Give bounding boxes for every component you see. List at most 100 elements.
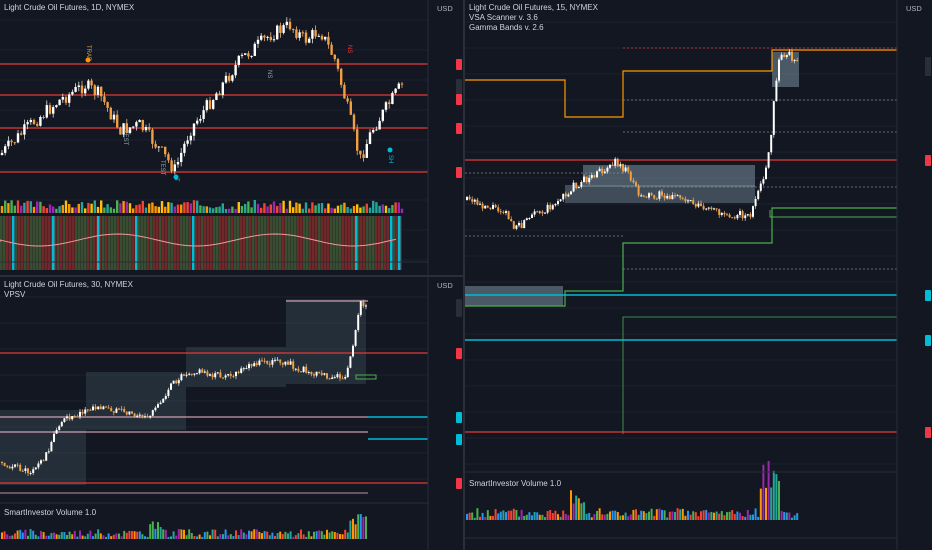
- candle: [132, 126, 135, 128]
- volume-bar: [42, 532, 45, 539]
- candle: [331, 377, 334, 380]
- oscillator-bar: [306, 216, 309, 270]
- volume-bar: [479, 516, 481, 520]
- volume-bar: [796, 513, 799, 520]
- candle: [679, 195, 682, 198]
- oscillator-bar: [216, 216, 219, 270]
- previous-day-low: [622, 316, 897, 434]
- y-axis-unit: USD: [437, 4, 453, 13]
- candle: [564, 193, 567, 197]
- candle: [577, 186, 580, 188]
- candle: [354, 330, 357, 346]
- candle: [289, 361, 292, 365]
- candle: [58, 426, 61, 430]
- candle: [481, 203, 484, 209]
- candle: [285, 21, 288, 26]
- candle: [684, 198, 687, 202]
- candle: [648, 193, 650, 198]
- pane-divider-horizontal[interactable]: [0, 275, 463, 277]
- candle: [186, 140, 189, 144]
- candle: [593, 175, 596, 178]
- candle: [330, 44, 333, 55]
- candle: [29, 119, 32, 123]
- volume-bar: [244, 203, 247, 213]
- candle: [663, 195, 666, 199]
- indicator-vsa-label[interactable]: VSA Scanner v. 3.6: [469, 13, 538, 22]
- candle: [616, 158, 619, 167]
- volume-bar: [531, 515, 533, 520]
- candle: [333, 377, 336, 379]
- oscillator-bar: [240, 216, 243, 270]
- oscillator-bar: [21, 216, 24, 270]
- 15min-chart-canvas[interactable]: [465, 0, 932, 550]
- candle: [525, 218, 528, 221]
- candle: [562, 193, 565, 200]
- oscillator-bar: [270, 216, 273, 270]
- volume-bar: [250, 207, 253, 213]
- volume-bar: [575, 495, 578, 520]
- candle: [394, 88, 397, 93]
- oscillator-bar: [75, 216, 78, 270]
- volume-bar: [762, 464, 765, 520]
- volume-bar: [112, 208, 116, 213]
- candle: [268, 363, 271, 365]
- candle: [109, 107, 112, 120]
- volume-bar: [177, 529, 180, 539]
- volume-bar: [346, 532, 349, 539]
- volume-bar: [242, 532, 245, 539]
- oscillator-bar: [312, 216, 315, 270]
- candle: [362, 154, 365, 158]
- candle: [343, 84, 346, 99]
- volume-bar: [232, 536, 235, 539]
- candle: [318, 371, 321, 373]
- oscillator-bar: [279, 216, 282, 270]
- oscillator-bar: [33, 216, 36, 270]
- 30min-chart-canvas[interactable]: [0, 277, 463, 550]
- chart-pane-15min[interactable]: Light Crude Oil Futures, 15, NYMEX VSA S…: [465, 0, 932, 550]
- candle: [63, 418, 66, 422]
- volume-bar: [344, 529, 347, 539]
- oscillator-bar: [78, 216, 81, 270]
- candle: [71, 91, 74, 95]
- volume-bar: [343, 202, 346, 213]
- candle: [228, 75, 231, 81]
- candle: [710, 207, 713, 210]
- candle: [240, 54, 244, 56]
- candle: [106, 102, 109, 108]
- candle: [183, 374, 185, 376]
- volume-bar: [601, 514, 604, 520]
- oscillator-bar: [102, 216, 105, 270]
- volume-bar: [60, 532, 63, 539]
- volume-bar: [736, 511, 739, 520]
- oscillator-bar: [147, 216, 150, 270]
- candle: [549, 204, 552, 210]
- price-tag: [456, 306, 462, 317]
- volume-bar: [157, 206, 160, 213]
- y-axis-unit: USD: [906, 4, 922, 13]
- chart-pane-daily[interactable]: TRAP TEST TEST T NS SH NS Light Crude Oil Futu…: [0, 0, 463, 275]
- oscillator-bar: [372, 216, 375, 270]
- volume-bar: [378, 205, 381, 213]
- daily-chart-canvas[interactable]: TRAP TEST TEST T NS SH NS: [0, 0, 463, 275]
- volume-bar: [58, 206, 61, 213]
- volume-bar: [281, 534, 284, 539]
- indicator-vpsv-label[interactable]: VPSV: [4, 290, 26, 299]
- candle: [546, 204, 549, 213]
- candle: [741, 211, 744, 219]
- volume-bar: [144, 536, 146, 539]
- chart-pane-30min[interactable]: Light Crude Oil Futures, 30, NYMEX VPSV …: [0, 277, 463, 550]
- volume-bar: [47, 535, 50, 539]
- candle: [311, 30, 314, 39]
- candle: [149, 415, 152, 418]
- candle: [320, 372, 323, 375]
- candle: [668, 195, 671, 200]
- candle: [300, 371, 302, 373]
- indicator-gamma-label[interactable]: Gamma Bands v. 2.6: [469, 23, 544, 32]
- volume-bar: [520, 509, 523, 520]
- candle: [341, 378, 344, 380]
- pane-divider-vertical[interactable]: [463, 0, 465, 550]
- price-tag: [456, 86, 462, 97]
- candle: [219, 372, 222, 378]
- volume-bar: [307, 531, 310, 539]
- signal-bar: [52, 216, 55, 270]
